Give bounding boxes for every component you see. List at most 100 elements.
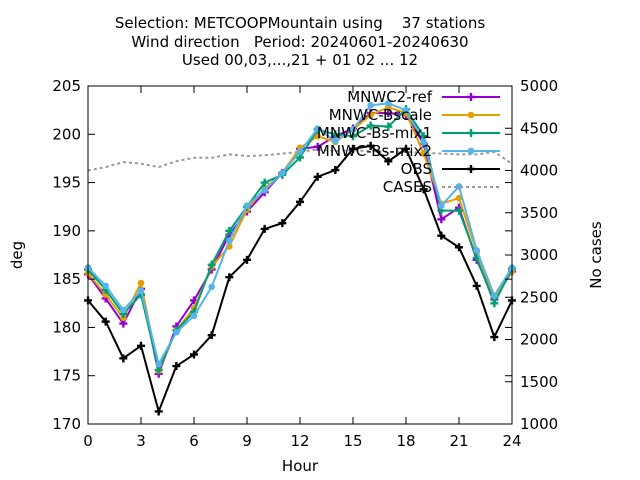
series-line-cases <box>87 148 513 172</box>
legend-marker-obs <box>467 165 475 173</box>
data-point-obs <box>278 219 287 228</box>
data-point-mnwc-bs-mix2 <box>120 306 127 314</box>
y2-tick-label: 4500 <box>520 119 558 137</box>
data-point-mnwc-bs-mix2 <box>420 138 427 146</box>
data-point-mnwc-bscale <box>420 150 427 157</box>
legend: MNWC2-refMNWC-BscaleMNWC-Bs-mix1MNWC-Bs-… <box>317 88 500 196</box>
y-tick-label: 180 <box>52 318 81 336</box>
y-axis-right: 1000 1500 2000 2500 3000 3500 4000 4500 5000 <box>505 77 558 433</box>
data-point-mnwc-bs-mix2 <box>279 169 286 177</box>
data-point-obs <box>313 172 322 181</box>
data-point-obs <box>101 317 110 326</box>
x-tick-label: 3 <box>136 432 146 450</box>
y2-tick-label: 2500 <box>520 288 558 306</box>
data-point-obs <box>190 350 198 359</box>
data-point-mnwc-bs-mix2 <box>155 360 162 368</box>
legend-label-cases: CASES <box>383 178 432 196</box>
data-point-obs <box>384 157 393 166</box>
x-tick-label: 9 <box>242 432 252 450</box>
data-point-mnwc-bs-mix2 <box>261 186 268 194</box>
plot-layer <box>84 100 516 416</box>
data-point-mnwc-bs-mix2 <box>438 202 445 210</box>
data-point-mnwc-bs-mix1 <box>366 121 375 130</box>
data-point-mnwc-bs-mix2 <box>243 202 251 210</box>
data-point-obs <box>154 407 163 416</box>
x-tick-label: 21 <box>449 432 468 450</box>
data-point-obs <box>243 255 251 264</box>
data-point-mnwc-bs-mix2 <box>385 100 392 107</box>
data-point-mnwc-bs-mix2 <box>402 106 410 114</box>
data-point-mnwc-bs-mix2 <box>314 125 321 132</box>
data-point-obs <box>490 333 499 342</box>
title-line-1: Selection: METCOOPMountain using 37 stat… <box>115 14 485 32</box>
data-point-mnwc-bs-mix1 <box>455 206 463 215</box>
x-tick-label: 24 <box>502 432 521 450</box>
data-point-obs <box>331 166 340 175</box>
y2-tick-label: 1500 <box>520 373 558 391</box>
legend-marker-mnwc-bs-mix1 <box>467 129 475 137</box>
data-point-obs <box>137 341 145 350</box>
data-point-obs <box>349 144 357 153</box>
data-point-obs <box>296 197 304 206</box>
y-tick-label: 185 <box>52 270 81 288</box>
x-tick-label: 18 <box>396 432 415 450</box>
data-point-mnwc-bs-mix2 <box>226 237 233 244</box>
data-point-mnwc-bscale <box>455 194 463 202</box>
x-tick-label: 12 <box>290 432 309 450</box>
data-point-mnwc-bs-mix1 <box>225 226 234 235</box>
x-tick-label: 0 <box>83 432 93 450</box>
data-point-obs <box>207 331 216 340</box>
data-point-mnwc-bs-mix2 <box>473 246 480 254</box>
x-tick-label: 15 <box>343 432 362 450</box>
legend-label-mnwc2-ref: MNWC2-ref <box>347 88 432 106</box>
data-point-mnwc-bs-mix2 <box>332 137 339 145</box>
y2-tick-label: 3500 <box>520 204 558 222</box>
data-point-mnwc-bs-mix2 <box>208 283 215 291</box>
y-tick-label: 190 <box>52 222 81 240</box>
title-line-2: Wind direction Period: 20240601-20240630 <box>131 33 468 51</box>
data-point-obs <box>172 362 181 371</box>
data-point-mnwc-bscale <box>137 279 145 287</box>
data-point-mnwc-bs-mix2 <box>367 102 374 109</box>
data-point-mnwc-bs-mix2 <box>137 287 145 295</box>
data-point-obs <box>119 354 128 363</box>
y-tick-label: 205 <box>52 77 81 95</box>
chart-title: Selection: METCOOPMountain using 37 stat… <box>115 14 485 69</box>
data-point-mnwc-bs-mix2 <box>102 282 109 290</box>
data-point-obs <box>472 281 481 290</box>
data-point-obs <box>402 144 410 153</box>
y2-tick-label: 5000 <box>520 77 558 95</box>
data-point-mnwc-bs-mix1 <box>331 130 340 139</box>
y-tick-label: 195 <box>52 174 81 192</box>
y-tick-label: 175 <box>52 367 81 385</box>
legend-label-mnwc-bs-mix2: MNWC-Bs-mix2 <box>317 142 432 160</box>
data-point-mnwc-bs-mix1 <box>207 260 216 269</box>
x-axis-label: Hour <box>282 457 319 475</box>
data-point-obs <box>437 231 446 240</box>
y2-tick-label: 3000 <box>520 246 558 264</box>
y2-axis-label: No cases <box>587 221 605 289</box>
series-mnwc-bs-mix2 <box>84 100 516 368</box>
data-point-mnwc2-ref <box>313 142 322 151</box>
data-point-mnwc-bs-mix2 <box>173 328 180 336</box>
data-point-mnwc-bs-mix2 <box>296 148 304 155</box>
data-point-mnwc-bs-mix1 <box>490 299 499 308</box>
data-point-mnwc-bs-mix2 <box>190 312 198 320</box>
legend-label-obs: OBS <box>401 160 432 178</box>
series-obs <box>84 141 516 416</box>
title-line-3: Used 00,03,...,21 + 01 02 ... 12 <box>182 51 418 69</box>
data-point-obs <box>366 141 375 150</box>
y-axis-label: deg <box>8 241 26 269</box>
data-point-mnwc-bs-mix1 <box>260 178 269 187</box>
data-point-mnwc-bscale <box>314 132 321 140</box>
x-tick-label: 6 <box>189 432 199 450</box>
data-point-mnwc-bs-mix2 <box>455 183 463 190</box>
x-axis: 0 3 6 9 12 15 18 21 24 <box>83 86 522 450</box>
data-point-obs <box>260 224 269 233</box>
y-axis-left: 170 175 180 185 190 195 200 205 <box>52 77 512 433</box>
y2-tick-label: 2000 <box>520 331 558 349</box>
data-point-obs <box>225 273 234 282</box>
legend-marker-mnwc-bscale <box>467 111 475 119</box>
